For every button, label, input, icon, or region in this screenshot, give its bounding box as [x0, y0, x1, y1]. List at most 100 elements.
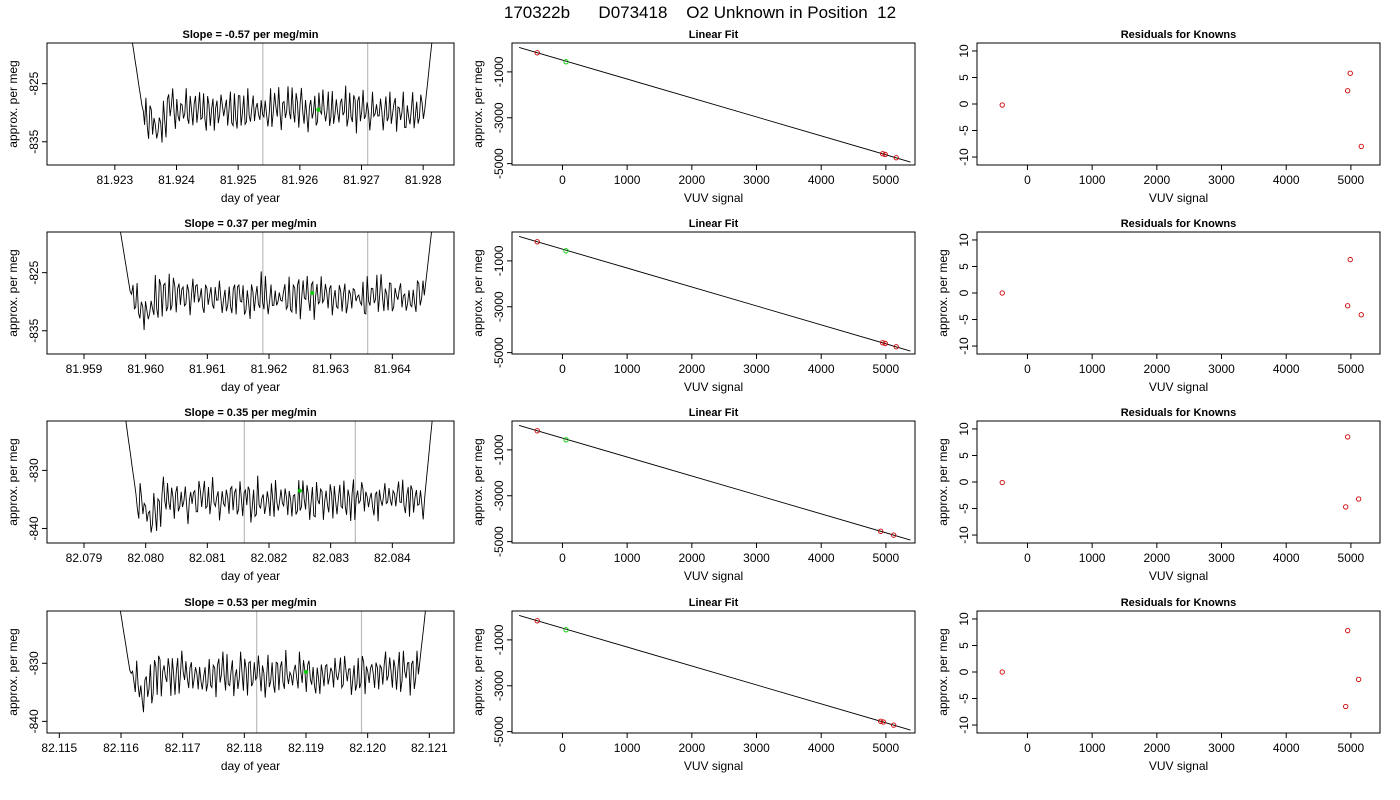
panel-linear-fit-1: Linear Fit 0 1000 2000 3000 4000 5000 VUV signa…: [471, 29, 916, 205]
x-tick-label: 82.118: [226, 741, 262, 755]
data-point-2: [1347, 70, 1353, 76]
y-tick-label: -5: [957, 314, 971, 325]
x-tick-label: 1000: [1079, 362, 1106, 376]
y-axis-label: approx. per meg: [471, 249, 485, 336]
x-tick-label: 3000: [743, 362, 770, 376]
y-tick-label: -825: [27, 260, 41, 284]
panel-title: Residuals for Knowns: [1121, 407, 1237, 419]
y-tick-label: -830: [27, 651, 41, 675]
y-tick-label: -1000: [492, 56, 506, 87]
figure-title: 170322b D073418 O2 Unknown in Position 1…: [503, 3, 897, 22]
plot-frame: [976, 42, 1381, 166]
plot-area: [125, 421, 433, 533]
panel-time-series-2: Slope = 0.37 per meg/min 81.959 81.960 81.9…: [6, 218, 455, 394]
x-tick-label: 5000: [873, 362, 900, 376]
y-tick-label: 5: [957, 642, 971, 649]
x-tick-label: 3000: [1208, 173, 1235, 187]
x-tick-label: 3000: [1208, 362, 1235, 376]
y-tick-label: -5000: [492, 526, 506, 557]
data-point-3: [563, 437, 569, 443]
y-axis-label: approx. per meg: [6, 60, 20, 147]
panel-title: Slope = 0.35 per meg/min: [184, 407, 317, 419]
fit-line: [518, 46, 911, 163]
x-tick-label: 0: [1024, 362, 1031, 376]
data-point-2: [882, 151, 888, 158]
data-series-line: [125, 421, 433, 533]
x-tick-label: 82.121: [411, 741, 448, 755]
y-axis-label: approx. per meg: [471, 628, 485, 715]
data-point-1: [1345, 303, 1351, 309]
data-series-line: [119, 611, 426, 713]
plot-frame: [976, 420, 1381, 544]
y-tick-label: 5: [957, 74, 971, 81]
data-point-1: [1343, 504, 1349, 510]
data-point-3: [1358, 312, 1364, 318]
panel-title: Slope = 0.37 per meg/min: [184, 218, 317, 230]
unknown-marker: [304, 670, 308, 674]
data-point-4: [563, 627, 569, 633]
x-tick-label: 81.961: [189, 362, 226, 376]
x-tick-label: 82.082: [251, 551, 288, 565]
x-tick-label: 0: [1024, 551, 1031, 565]
panel-title: Linear Fit: [689, 218, 739, 230]
y-axis-label: approx. per meg: [6, 628, 20, 715]
panel-title: Residuals for Knowns: [1121, 597, 1237, 609]
panel-residuals-4: Residuals for Knowns 0 1000 2000 3000 4000 500…: [936, 597, 1381, 773]
x-tick-label: 1000: [614, 741, 641, 755]
x-tick-label: 81.963: [312, 362, 349, 376]
data-point-2: [891, 532, 897, 538]
x-tick-label: 0: [559, 551, 566, 565]
panel-linear-fit-3: Linear Fit 0 1000 2000 3000 4000 5000 VUV signa…: [471, 407, 916, 583]
x-tick-label: 5000: [873, 551, 900, 565]
x-tick-label: 3000: [1208, 551, 1235, 565]
panel-residuals-2: Residuals for Knowns 0 1000 2000 3000 4000 500…: [936, 218, 1381, 394]
y-tick-label: -10: [957, 337, 971, 355]
data-point-3: [891, 722, 897, 728]
panel-residuals-1: Residuals for Knowns 0 1000 2000 3000 4000 500…: [957, 29, 1381, 205]
y-tick-label: -5: [957, 125, 971, 136]
y-axis-label: approx. per meg: [471, 438, 485, 525]
y-tick-label: -5: [957, 503, 971, 514]
y-tick-label: 5: [957, 452, 971, 459]
unknown-marker: [316, 107, 321, 112]
y-tick-label: 0: [957, 478, 971, 485]
x-tick-label: 81.962: [251, 362, 288, 376]
x-tick-label: 2000: [678, 362, 705, 376]
data-point-4: [563, 248, 569, 254]
x-tick-label: 5000: [1338, 741, 1365, 755]
data-point-2: [1347, 256, 1353, 263]
y-tick-label: -5: [957, 693, 971, 704]
x-tick-label: 2000: [1143, 551, 1170, 565]
y-axis-label: approx. per meg: [936, 438, 950, 525]
data-point-0: [999, 669, 1005, 675]
y-axis-label: approx. per meg: [6, 249, 20, 336]
y-tick-label: 0: [957, 289, 971, 296]
y-tick-label: 10: [957, 422, 971, 436]
x-axis-label: VUV signal: [684, 569, 743, 583]
panel-time-series-3: Slope = 0.35 per meg/min 82.079 82.080 82.0…: [6, 407, 455, 583]
y-tick-label: -835: [27, 318, 41, 342]
x-tick-label: 82.120: [349, 741, 386, 755]
x-tick-label: 0: [559, 741, 566, 755]
panel-time-series-1: Slope = -0.57 per meg/min 81.923 81.924 81.…: [6, 29, 455, 205]
x-axis-label: day of year: [221, 191, 280, 205]
x-tick-label: 1000: [1079, 173, 1106, 187]
x-tick-label: 2000: [678, 551, 705, 565]
panel-title: Linear Fit: [689, 597, 739, 609]
unknown-marker: [310, 291, 315, 295]
panel-title: Residuals for Knowns: [1121, 29, 1237, 41]
y-tick-label: 10: [957, 44, 971, 58]
plot-frame: [511, 42, 916, 166]
x-tick-label: 2000: [678, 173, 705, 187]
data-point-0: [534, 428, 540, 434]
x-tick-label: 4000: [808, 741, 835, 755]
x-tick-label: 1000: [614, 551, 641, 565]
x-axis-label: VUV signal: [1149, 759, 1208, 773]
x-tick-label: 4000: [808, 551, 835, 565]
x-tick-label: 82.117: [165, 741, 201, 755]
x-tick-label: 0: [559, 173, 566, 187]
x-tick-label: 82.115: [41, 741, 77, 755]
y-tick-label: 10: [957, 233, 971, 247]
plot-area: [518, 46, 911, 163]
y-tick-label: -840: [27, 709, 41, 733]
